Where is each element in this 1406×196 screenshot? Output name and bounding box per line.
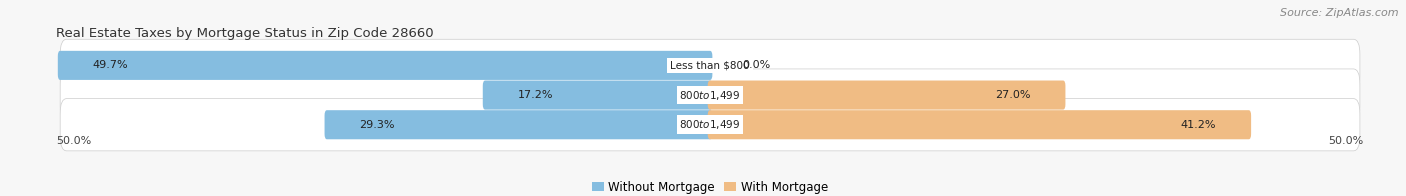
FancyBboxPatch shape [482,81,713,110]
Text: Real Estate Taxes by Mortgage Status in Zip Code 28660: Real Estate Taxes by Mortgage Status in … [56,27,434,40]
Text: 17.2%: 17.2% [517,90,554,100]
FancyBboxPatch shape [707,110,1251,139]
Text: 50.0%: 50.0% [1329,136,1364,146]
Text: 50.0%: 50.0% [56,136,91,146]
FancyBboxPatch shape [58,51,713,80]
Text: $800 to $1,499: $800 to $1,499 [679,89,741,102]
FancyBboxPatch shape [707,81,1066,110]
Text: Less than $800: Less than $800 [671,60,749,70]
Text: $800 to $1,499: $800 to $1,499 [679,118,741,131]
FancyBboxPatch shape [60,69,1360,121]
Text: Source: ZipAtlas.com: Source: ZipAtlas.com [1281,8,1399,18]
Text: 0.0%: 0.0% [742,60,770,70]
FancyBboxPatch shape [60,39,1360,92]
Legend: Without Mortgage, With Mortgage: Without Mortgage, With Mortgage [588,176,832,196]
Text: 41.2%: 41.2% [1181,120,1216,130]
Text: 27.0%: 27.0% [995,90,1031,100]
Text: 49.7%: 49.7% [93,60,128,70]
Text: 29.3%: 29.3% [360,120,395,130]
FancyBboxPatch shape [60,99,1360,151]
FancyBboxPatch shape [325,110,713,139]
